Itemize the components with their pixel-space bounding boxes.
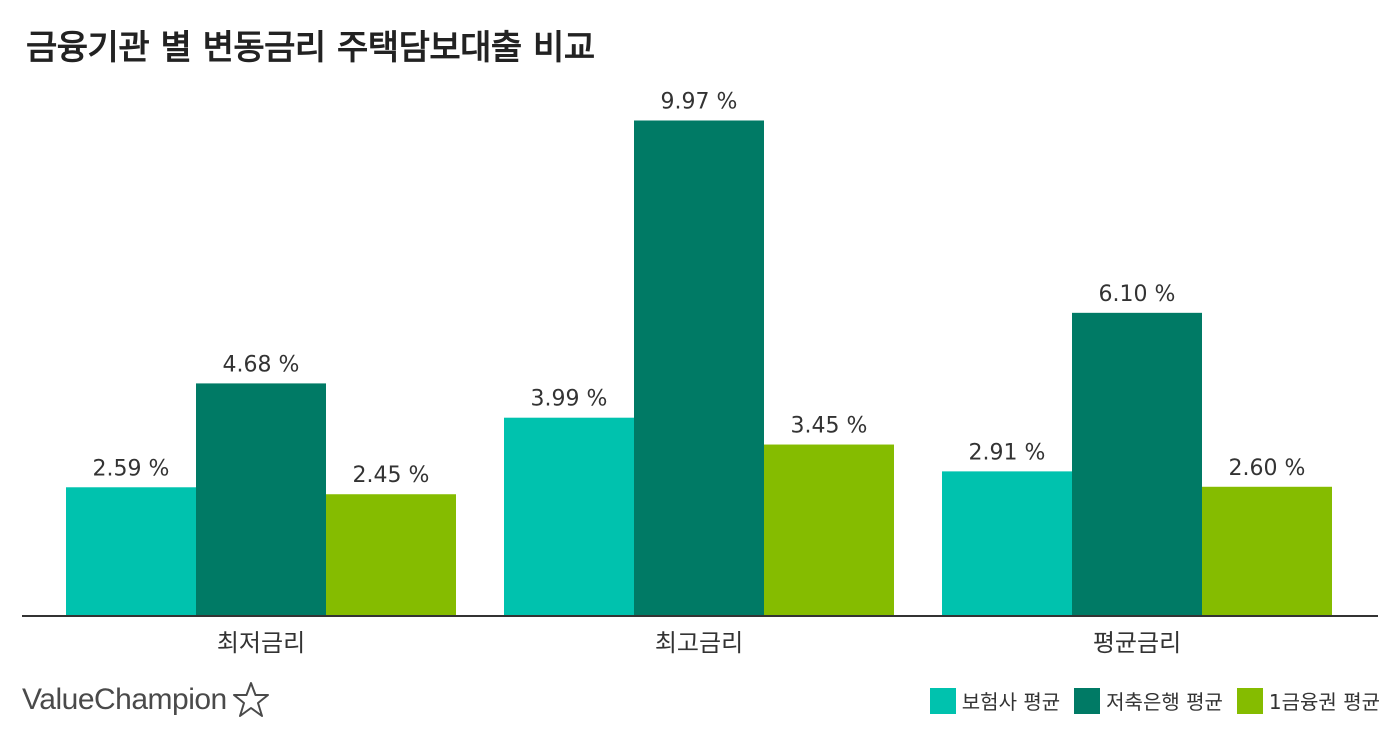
bar-2-3 [1072,312,1202,616]
star-outline-icon [232,682,269,717]
bar-3-3 [1202,486,1332,616]
valuechampion-logo: ValueChampion [22,680,271,720]
data-label-3-1: 2.45 % [353,463,430,488]
legend-label-first-tier: 1금융권 평균 [1268,690,1380,714]
category-label-3: 평균금리 [1093,629,1181,657]
logo-text: ValueChampion [22,683,227,716]
data-label-3-2: 3.45 % [791,414,868,439]
data-label-1-1: 2.59 % [93,456,170,481]
legend-item-savings-bank: 저축은행 평균 [1074,686,1223,715]
bar-1-3 [942,471,1072,616]
bar-3-2 [764,444,894,616]
chart-legend: 보험사 평균 저축은행 평균 1금융권 평균 [929,686,1380,715]
category-label-2: 최고금리 [655,629,743,657]
legend-swatch-savings-bank [1074,687,1101,714]
data-label-2-3: 6.10 % [1099,282,1176,307]
data-label-2-2: 9.97 % [661,89,738,114]
legend-label-insurance: 보험사 평균 [961,690,1061,714]
bar-3-1 [326,494,456,616]
data-label-3-3: 2.60 % [1229,456,1306,481]
chart-title: 금융기관 별 변동금리 주택담보대출 비교 [26,28,595,68]
legend-swatch-insurance [929,687,956,714]
bar-1-1 [66,487,196,616]
data-label-1-2: 3.99 % [531,387,608,412]
legend-swatch-first-tier [1236,687,1263,714]
bar-2-1 [196,383,326,616]
category-label-1: 최저금리 [217,629,305,657]
data-label-2-1: 4.68 % [223,352,300,377]
bar-chart: 2.59 % 3.99 % 2.91 % 4.68 % 9.97 % 6.10 % 2.45… [22,89,1378,657]
data-label-1-3: 2.91 % [969,440,1046,465]
bar-1-2 [504,417,634,616]
bar-2-2 [634,120,764,616]
legend-item-first-tier: 1금융권 평균 [1236,686,1380,715]
legend-label-savings-bank: 저축은행 평균 [1106,690,1223,714]
legend-item-insurance: 보험사 평균 [929,686,1061,715]
